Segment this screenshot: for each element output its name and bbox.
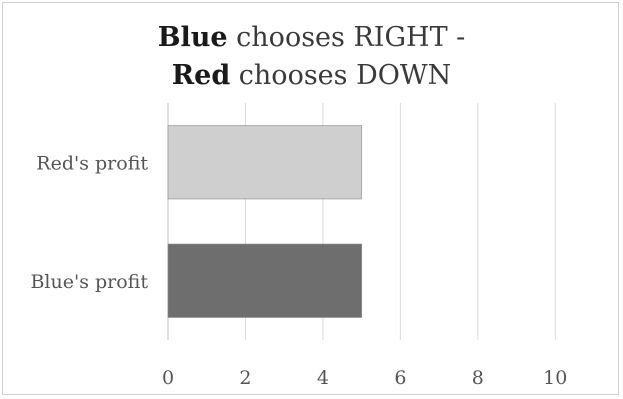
- x-tick-label-4: 8: [472, 367, 484, 389]
- category-label-1: Blue's profit: [30, 271, 148, 293]
- bar-0: [167, 125, 362, 200]
- x-tick-label-3: 6: [394, 367, 406, 389]
- title-1-bold: Blue: [157, 22, 228, 53]
- title-2-bold: Red: [171, 60, 231, 91]
- x-tick-label-5: 10: [543, 367, 567, 389]
- category-label-0: Red's profit: [36, 152, 148, 174]
- bar-1: [167, 243, 362, 318]
- x-tick-label-2: 4: [317, 367, 329, 389]
- title-2-rest: chooses DOWN: [230, 60, 452, 91]
- x-tick-label-0: 0: [162, 367, 174, 389]
- x-tick-label-1: 2: [239, 367, 251, 389]
- chart-title-line-1: Blue chooses RIGHT -: [0, 24, 623, 51]
- title-1-rest: chooses RIGHT -: [227, 22, 466, 53]
- chart-title-line-2: Red chooses DOWN: [0, 62, 623, 89]
